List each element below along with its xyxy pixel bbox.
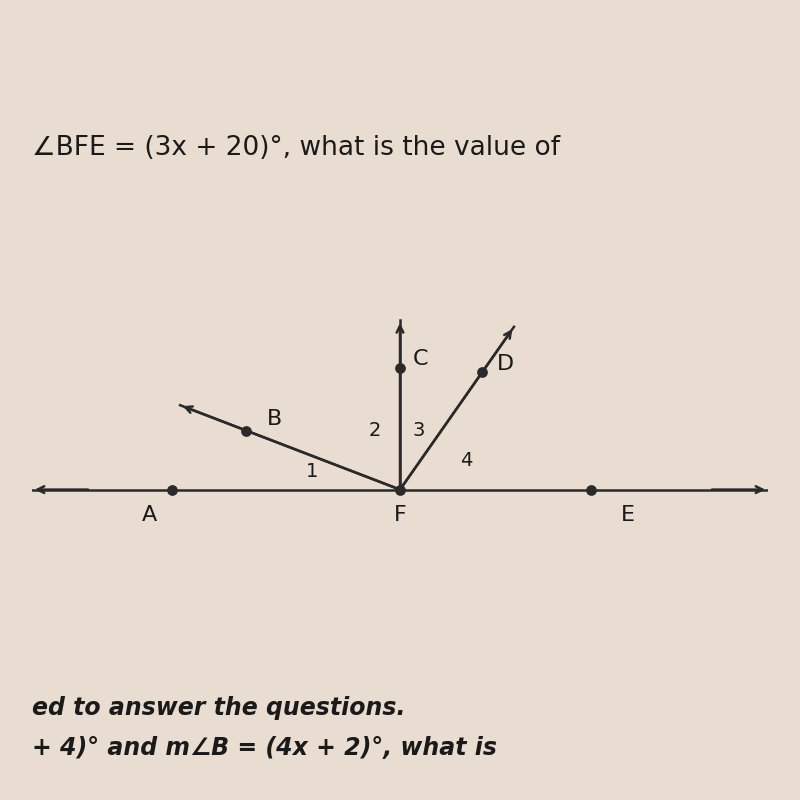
Point [585,483,598,496]
Text: E: E [621,505,635,525]
Text: F: F [394,505,406,525]
Point [240,424,253,437]
Text: A: A [142,505,158,525]
Text: C: C [414,349,429,369]
Text: B: B [266,409,282,429]
Text: 4: 4 [460,450,473,470]
Text: 3: 3 [413,422,426,440]
Text: ed to answer the questions.: ed to answer the questions. [32,696,406,720]
Point [394,362,406,374]
Text: D: D [497,354,514,374]
Point [394,483,406,496]
Text: ∠BFE = (3x + 20)°, what is the value of: ∠BFE = (3x + 20)°, what is the value of [32,135,560,161]
Point [476,366,489,378]
Text: + 4)° and m∠B = (4x + 2)°, what is: + 4)° and m∠B = (4x + 2)°, what is [32,736,497,760]
Point [166,483,178,496]
Text: 1: 1 [306,462,318,482]
Text: 2: 2 [369,422,381,440]
